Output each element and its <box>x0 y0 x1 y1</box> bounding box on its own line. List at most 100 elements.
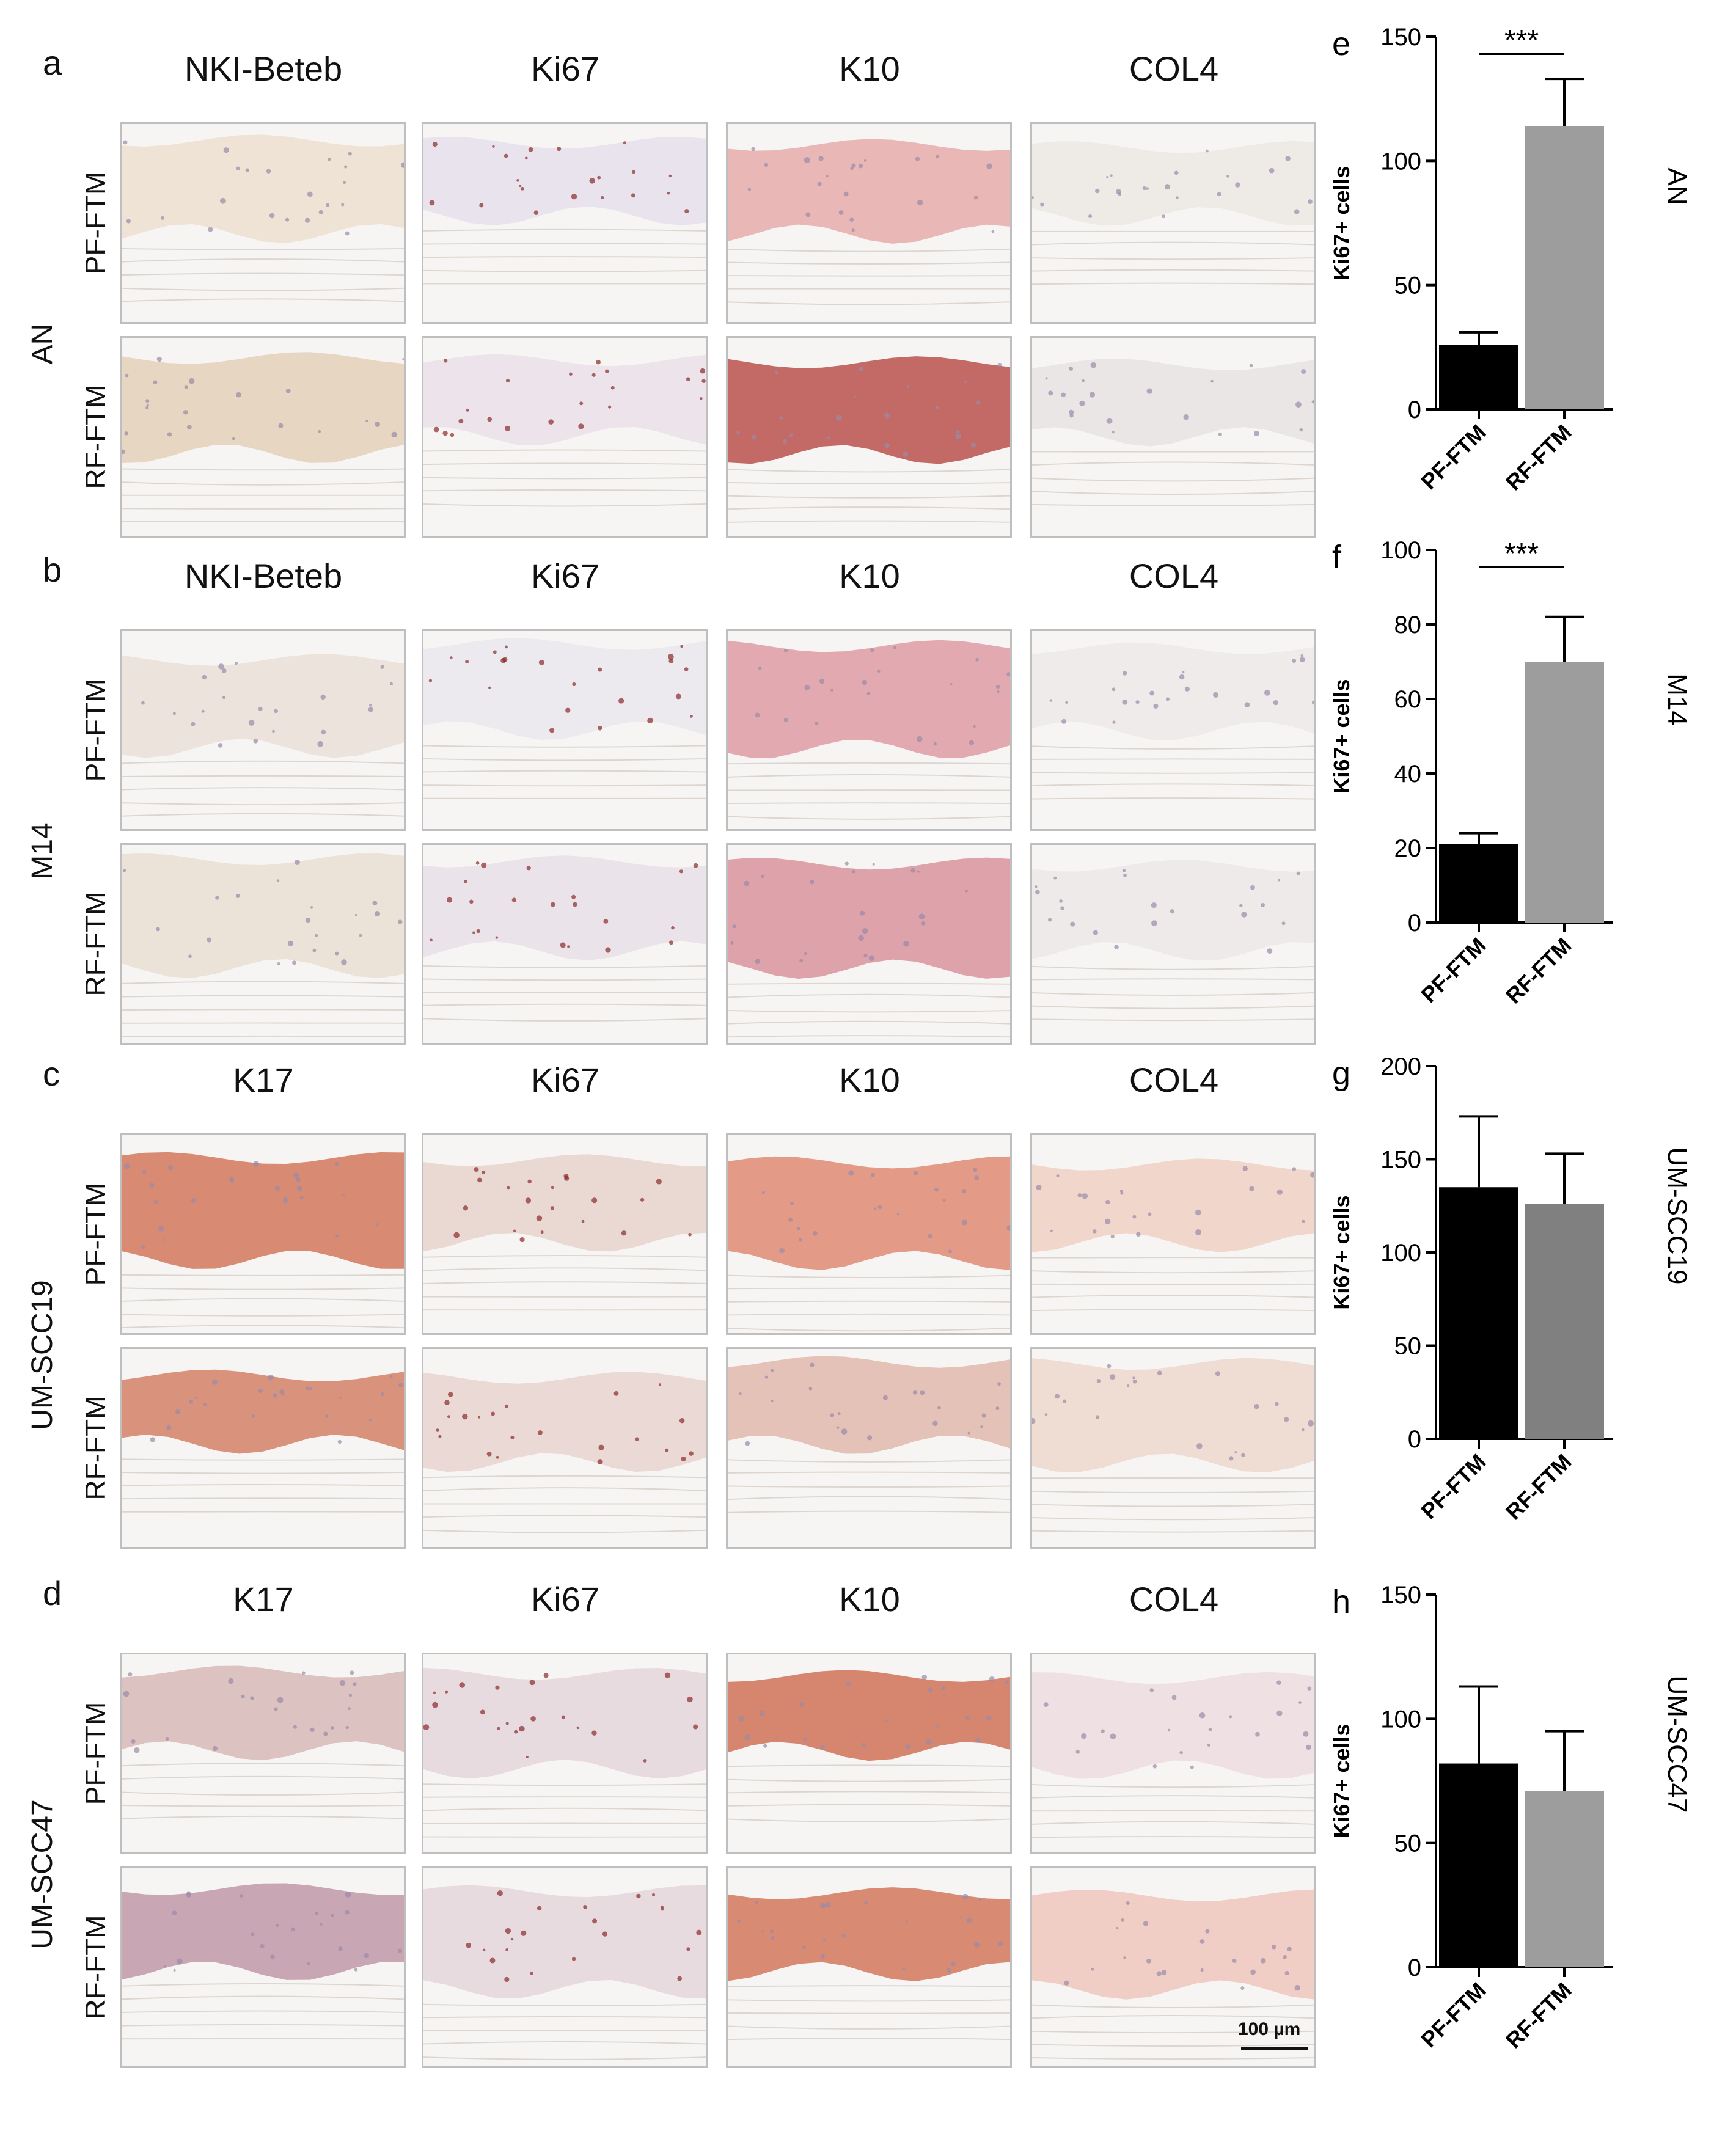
cell-nucleus <box>131 1739 136 1744</box>
cell-nucleus <box>689 714 693 718</box>
cell-nucleus <box>443 359 448 363</box>
cell-nucleus <box>1077 1193 1082 1197</box>
cell-nucleus <box>1053 876 1057 880</box>
cell-nucleus <box>581 1219 585 1223</box>
cell-nucleus <box>636 1893 641 1899</box>
cell-nucleus <box>1166 697 1170 701</box>
cell-nucleus <box>253 1161 260 1168</box>
y-tick-label: 50 <box>1394 272 1422 299</box>
dermis-fiber <box>728 1985 1010 1987</box>
x-tick-label: RF-FTM <box>1501 420 1577 495</box>
significance-stars: *** <box>1504 538 1539 570</box>
cell-nucleus <box>571 1957 576 1961</box>
cell-nucleus <box>822 1938 826 1942</box>
dermis-fiber <box>122 995 404 998</box>
ki67-bar-chart: e 0 50 100 150 Ki67+ cells PF-FTM RF-FTM *** AN <box>1302 18 1729 507</box>
cell-nucleus <box>335 1161 339 1166</box>
dermis-fiber <box>423 745 706 748</box>
cell-nucleus <box>1308 1420 1314 1427</box>
chart-svg: h 0 50 100 150 Ki67+ cells PF-FTM RF-FTM UM-SCC4… <box>1329 1582 1692 2053</box>
cell-nucleus <box>789 434 792 437</box>
column-header: NKI-Beteb <box>184 49 343 88</box>
cell-nucleus <box>1082 379 1085 382</box>
epithelium-layer <box>122 853 404 978</box>
cell-nucleus <box>142 1170 147 1175</box>
cell-nucleus <box>565 707 571 713</box>
cell-nucleus <box>862 679 867 685</box>
cell-nucleus <box>519 1237 525 1243</box>
y-tick-label: 40 <box>1394 761 1422 788</box>
cell-nucleus <box>167 432 172 437</box>
micrograph-tile <box>120 1866 406 2068</box>
cell-nucleus <box>480 1709 485 1715</box>
cell-nucleus <box>211 1379 218 1385</box>
cell-nucleus <box>864 1901 868 1905</box>
dermis-fiber <box>423 489 706 492</box>
dermis-fiber <box>122 1314 404 1317</box>
cell-nucleus <box>1156 1971 1162 1976</box>
epithelium-layer <box>423 354 706 445</box>
cell-nucleus <box>153 1199 158 1204</box>
cell-nucleus <box>991 230 995 233</box>
cell-nucleus <box>1294 1984 1301 1991</box>
cell-nucleus <box>543 1673 549 1678</box>
micrograph-tile <box>120 629 406 831</box>
cell-nucleus <box>1143 1921 1149 1926</box>
cell-nucleus <box>783 717 788 722</box>
bar <box>1439 1763 1518 1967</box>
epithelium-layer <box>728 857 1010 979</box>
cell-nucleus <box>747 188 752 191</box>
cell-nucleus <box>328 158 331 161</box>
cell-nucleus <box>870 648 874 652</box>
cell-nucleus <box>1048 918 1052 922</box>
cell-nucleus <box>380 1392 384 1397</box>
cell-nucleus <box>1110 1234 1115 1239</box>
y-axis-label: Ki67+ cells <box>1329 1723 1354 1838</box>
micrograph-tile <box>120 336 406 538</box>
cell-nucleus <box>973 1168 978 1172</box>
cell-nucleus <box>849 217 854 222</box>
bar <box>1439 345 1518 409</box>
cell-nucleus <box>521 1930 527 1936</box>
cell-nucleus <box>1065 701 1068 704</box>
cell-nucleus <box>487 417 493 422</box>
cell-nucleus <box>764 163 769 167</box>
cell-nucleus <box>820 1745 826 1750</box>
cell-nucleus <box>253 738 258 744</box>
cell-nucleus <box>902 1967 906 1970</box>
cell-nucleus <box>995 684 1000 689</box>
y-axis-label: Ki67+ cells <box>1329 679 1354 793</box>
cell-nucleus <box>771 1936 775 1940</box>
cell-nucleus <box>339 1396 342 1399</box>
row-label: RF-FTM <box>79 1915 111 2020</box>
cell-nucleus <box>950 683 953 686</box>
micrograph-tile <box>726 1347 1012 1549</box>
y-tick-label: 0 <box>1408 910 1421 937</box>
cell-nucleus <box>921 1675 928 1680</box>
cell-nucleus <box>462 1413 468 1420</box>
cell-nucleus <box>359 934 362 937</box>
cell-nucleus <box>596 359 601 365</box>
dermis-fiber <box>1032 1309 1314 1312</box>
cell-nucleus <box>1164 184 1171 190</box>
dermis-fiber <box>1032 2004 1314 2009</box>
micrograph-image <box>122 631 404 829</box>
cell-nucleus <box>1122 671 1127 676</box>
cell-nucleus <box>995 1406 1000 1411</box>
dermis-fiber <box>1032 491 1314 495</box>
cell-nucleus <box>1260 903 1265 908</box>
cell-nucleus <box>751 147 755 152</box>
row-label: PF-FTM <box>79 1702 111 1805</box>
cell-nucleus <box>302 1671 306 1675</box>
cell-nucleus <box>307 1962 311 1966</box>
cell-nucleus <box>997 1941 1003 1947</box>
cell-nucleus <box>660 1907 664 1911</box>
cell-nucleus <box>739 1392 742 1395</box>
cell-nucleus <box>1161 1970 1167 1975</box>
cell-nucleus <box>1090 362 1097 368</box>
cell-nucleus <box>1306 1744 1311 1750</box>
cell-nucleus <box>296 1185 302 1191</box>
cell-nucleus <box>591 373 596 377</box>
epithelium-layer <box>1032 1158 1314 1252</box>
cell-nucleus <box>466 1942 472 1948</box>
